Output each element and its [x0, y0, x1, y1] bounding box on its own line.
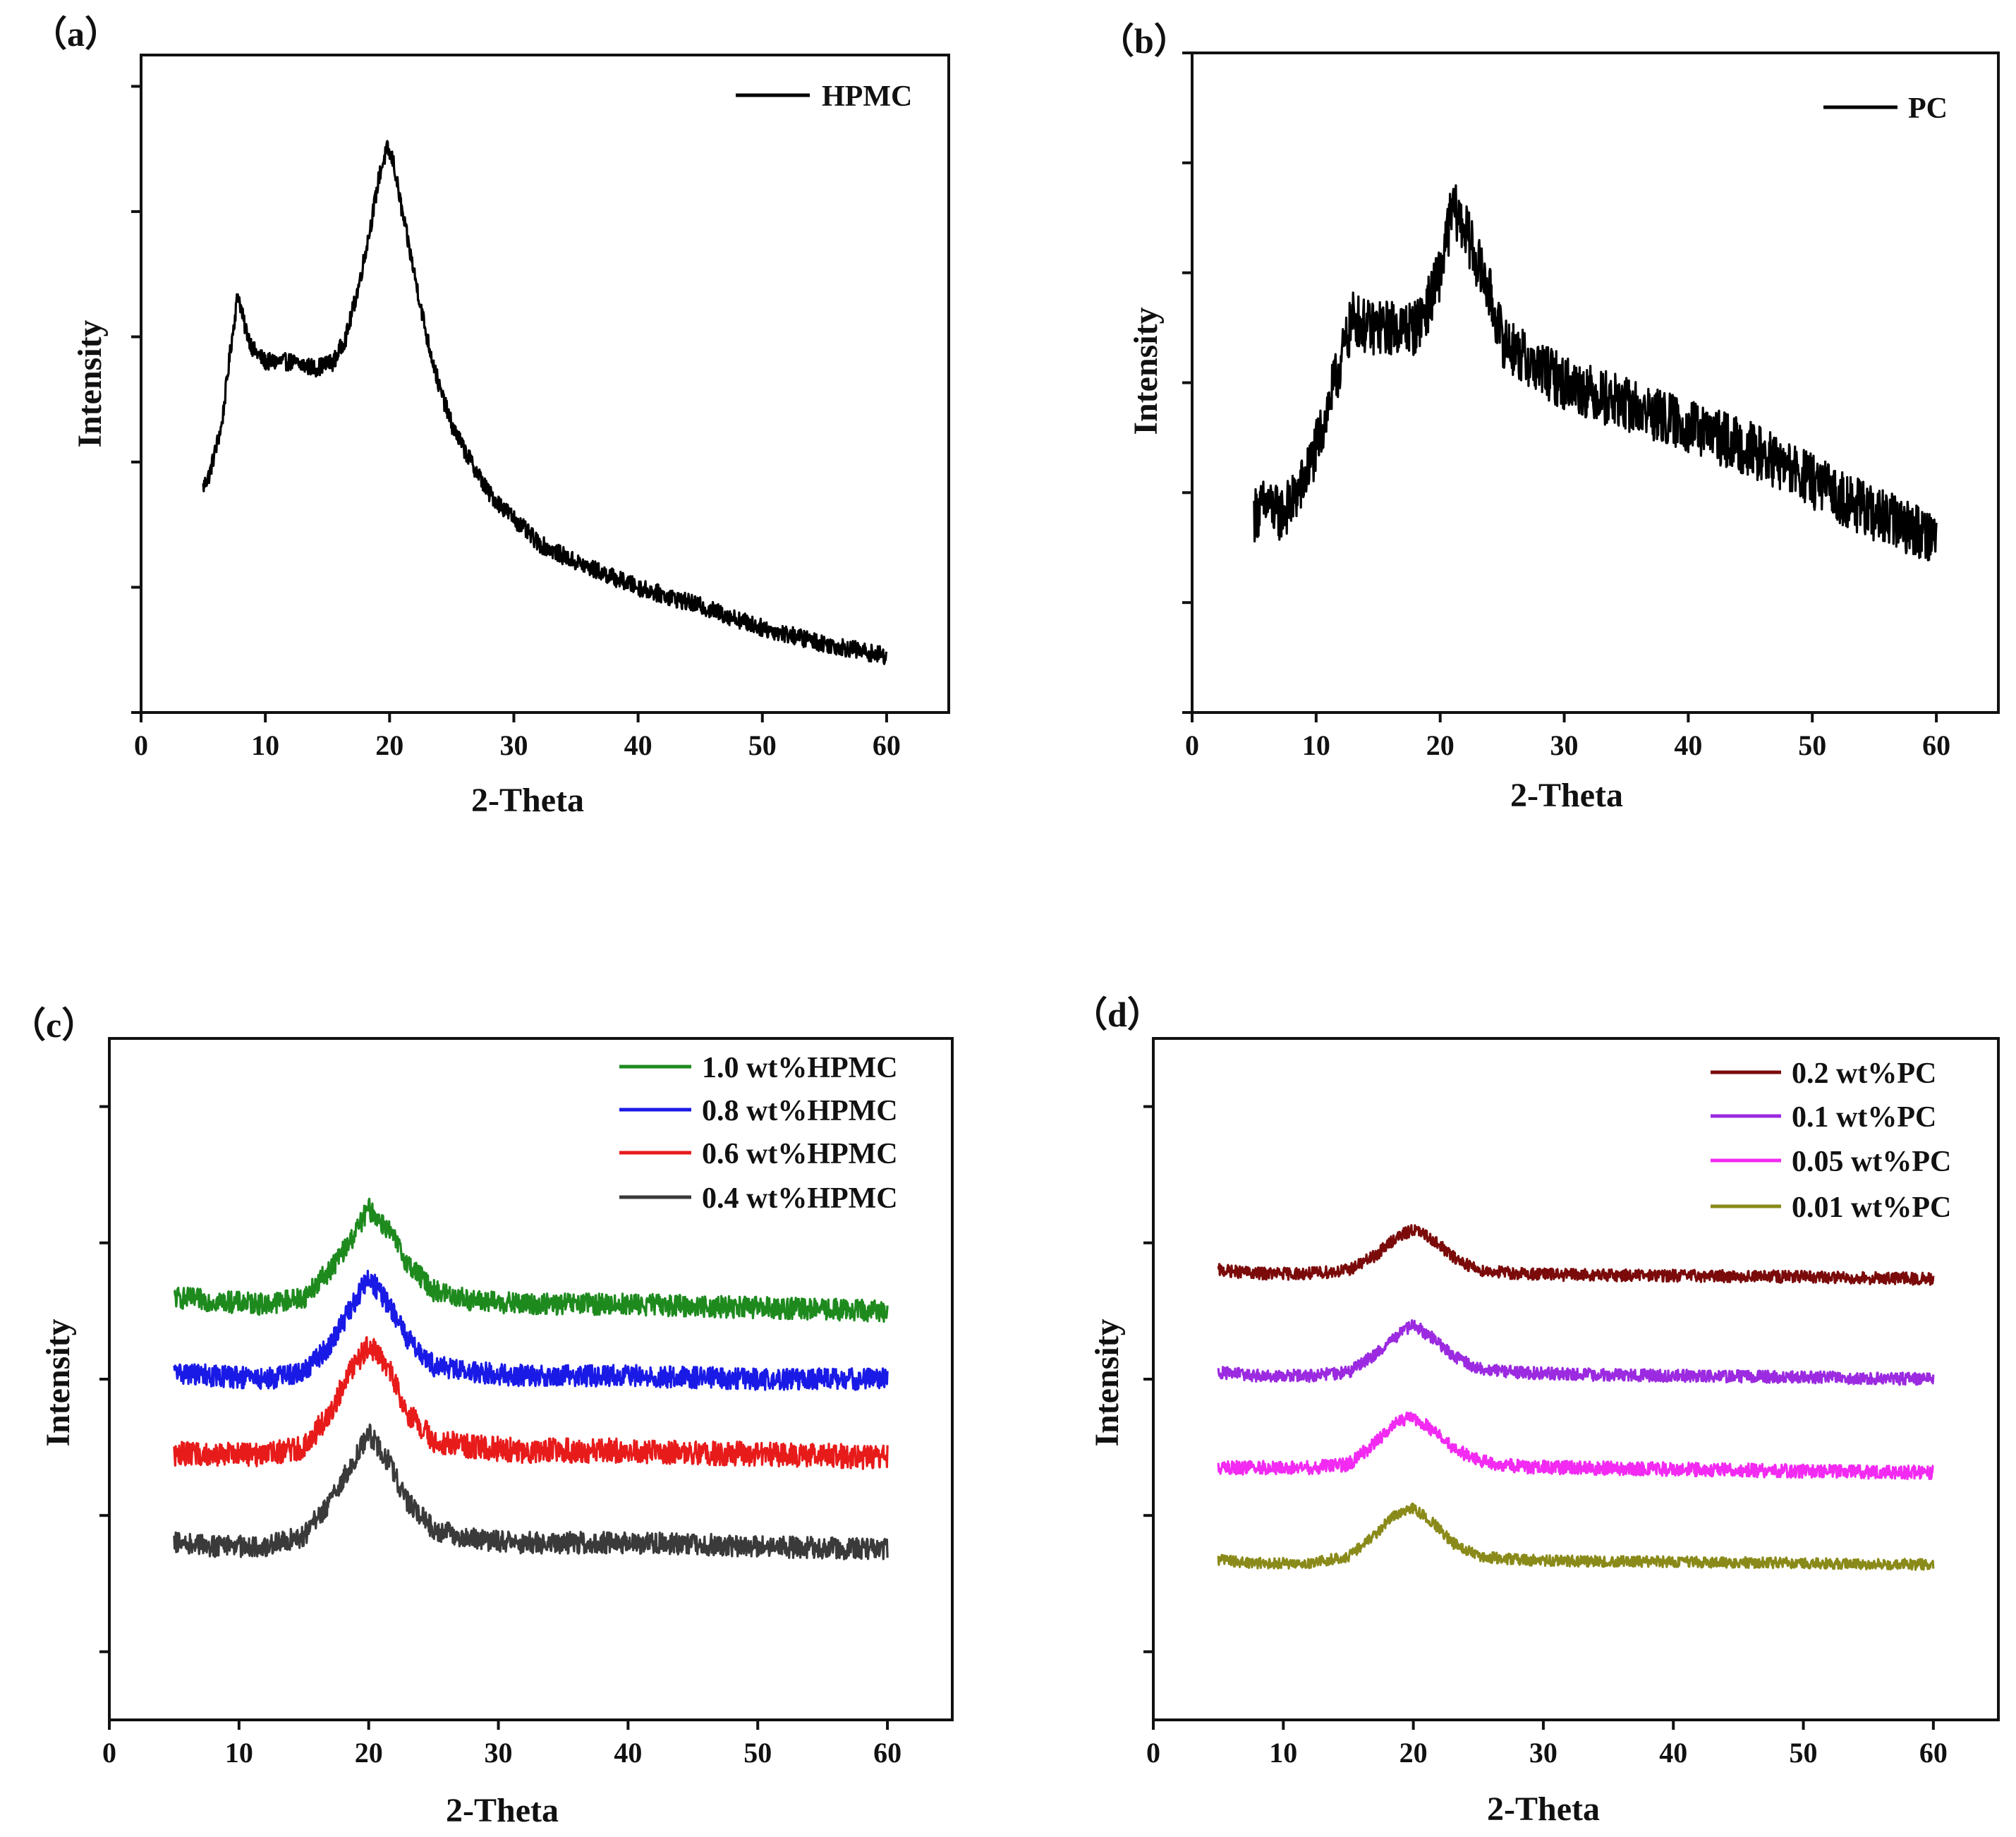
ticks-d: 0 10 20 30 40 50 60 [1143, 1105, 1948, 1769]
ticks-c: 0 10 20 30 40 50 60 [99, 1105, 901, 1769]
x-tick-label: 60 [1919, 1737, 1948, 1769]
series-group-b [1253, 184, 1938, 562]
legend-b: PC [1823, 92, 1948, 125]
x-tick-label: 30 [1550, 729, 1579, 761]
ticks-b: 0 10 20 30 40 50 60 [1182, 51, 1950, 761]
legend-label-0-01-pc: 0.01 wt%PC [1792, 1192, 1951, 1224]
plot-frame-a [140, 54, 950, 714]
x-tick-label: 50 [748, 729, 777, 761]
panel-label-c: （c） [11, 1005, 97, 1045]
x-tick-label: 50 [743, 1737, 772, 1769]
panel-d: （d） 0 10 20 30 40 50 60 2-Theta Intensity 0.2 … [1072, 995, 2000, 1828]
x-tick-label: 60 [873, 1737, 901, 1769]
series-line-0-8-wt-hpmc [173, 1269, 889, 1391]
series-line-0-2-wt-pc [1217, 1224, 1935, 1286]
x-tick-label: 20 [1399, 1737, 1428, 1769]
panel-a: （a） 0 10 20 30 40 50 60 2-Theta Intensity HPMC [32, 14, 950, 819]
y-axis-label-d: Intensity [1088, 1318, 1126, 1446]
panel-label-d: （d） [1072, 995, 1162, 1034]
x-tick-label: 40 [624, 729, 652, 761]
x-tick-label: 20 [375, 729, 403, 761]
x-tick-label: 10 [225, 1737, 253, 1769]
panel-label-a: （a） [32, 14, 120, 54]
legend-c: 1.0 wt%HPMC 0.8 wt%HPMC 0.6 wt%HPMC 0.4 … [619, 1052, 898, 1215]
series-group-d [1217, 1224, 1935, 1571]
panel-c: （c） 0 10 20 30 40 50 60 2-Theta Intensity 1.0 … [11, 1005, 954, 1829]
legend-label-hpmc: HPMC [822, 80, 912, 113]
x-tick-label: 0 [1146, 1737, 1160, 1769]
x-axis-label-b: 2-Theta [1510, 777, 1623, 814]
legend-label-1-0-hpmc: 1.0 wt%HPMC [702, 1052, 898, 1084]
legend-label-0-2-pc: 0.2 wt%PC [1792, 1057, 1936, 1090]
x-tick-label: 0 [1185, 729, 1199, 761]
legend-label-0-4-hpmc: 0.4 wt%HPMC [702, 1182, 898, 1215]
series-line-hpmc [202, 140, 888, 665]
y-axis-label-a: Intensity [71, 320, 109, 447]
series-line-pc [1253, 184, 1938, 562]
y-axis-label-b: Intensity [1127, 307, 1165, 435]
x-tick-label: 30 [1529, 1737, 1557, 1769]
x-tick-label: 40 [614, 1737, 642, 1769]
y-axis-label-c: Intensity [40, 1318, 77, 1446]
plot-frame-b [1191, 51, 2000, 714]
legend-label-0-8-hpmc: 0.8 wt%HPMC [702, 1095, 898, 1127]
x-tick-label: 30 [499, 729, 528, 761]
legend-label-0-6-hpmc: 0.6 wt%HPMC [702, 1138, 898, 1170]
x-tick-label: 20 [355, 1737, 383, 1769]
x-tick-label: 40 [1659, 1737, 1687, 1769]
legend-a: HPMC [736, 80, 912, 113]
x-axis-label-a: 2-Theta [471, 782, 584, 819]
panel-b: （b） 0 10 20 30 40 50 60 2-Theta Intensity PC [1099, 21, 2000, 814]
series-group-c [173, 1197, 889, 1560]
series-group-a [202, 140, 888, 665]
x-axis-label-c: 2-Theta [446, 1792, 559, 1829]
x-tick-label: 60 [873, 729, 901, 761]
x-tick-label: 40 [1674, 729, 1702, 761]
legend-label-pc: PC [1908, 92, 1948, 125]
series-line-0-4-wt-hpmc [173, 1423, 889, 1560]
legend-label-0-05-pc: 0.05 wt%PC [1792, 1146, 1951, 1178]
x-axis-label-d: 2-Theta [1487, 1790, 1600, 1828]
x-tick-label: 30 [485, 1737, 513, 1769]
x-tick-label: 50 [1798, 729, 1826, 761]
legend-label-0-1-pc: 0.1 wt%PC [1792, 1101, 1936, 1134]
x-tick-label: 10 [251, 729, 279, 761]
x-tick-label: 0 [134, 729, 148, 761]
series-line-0-05-wt-pc [1217, 1411, 1934, 1481]
x-tick-label: 20 [1426, 729, 1455, 761]
series-line-0-01-wt-pc [1217, 1502, 1935, 1571]
series-line-0-1-wt-pc [1217, 1319, 1935, 1386]
x-tick-label: 0 [102, 1737, 116, 1769]
ticks-a: 0 10 20 30 40 50 60 [131, 85, 901, 761]
legend-d: 0.2 wt%PC 0.1 wt%PC 0.05 wt%PC 0.01 wt%P… [1711, 1057, 1951, 1224]
panel-label-b: （b） [1099, 21, 1189, 61]
x-tick-label: 60 [1922, 729, 1950, 761]
series-line-1-0-wt-hpmc [174, 1197, 889, 1323]
x-tick-label: 50 [1790, 1737, 1818, 1769]
series-line-0-6-wt-hpmc [173, 1335, 889, 1470]
x-tick-label: 10 [1302, 729, 1330, 761]
x-tick-label: 10 [1269, 1737, 1297, 1769]
